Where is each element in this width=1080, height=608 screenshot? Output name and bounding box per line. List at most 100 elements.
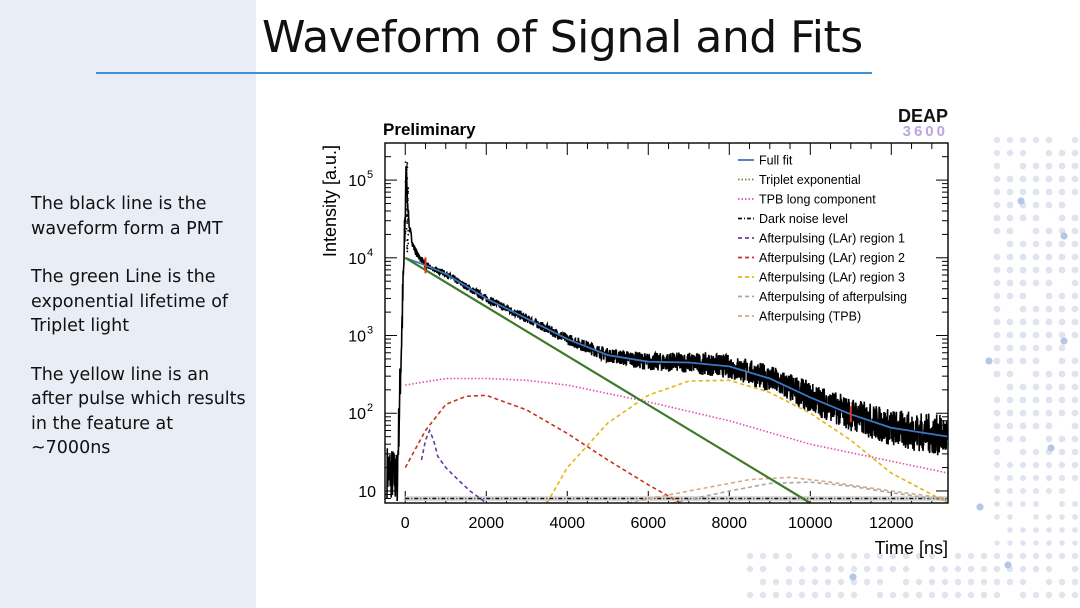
- decor-dot: [1032, 344, 1040, 352]
- decor-dot: [928, 565, 936, 573]
- y-axis-label: Intensity [a.u.]: [320, 145, 340, 257]
- decor-dot: [993, 578, 1001, 586]
- decor-dot: [902, 591, 910, 599]
- decor-dot: [941, 565, 949, 573]
- decor-dot: [1032, 253, 1040, 261]
- waveform-spike-point: [405, 175, 408, 178]
- decor-dot: [1058, 201, 1066, 209]
- decor-dot: [1045, 383, 1053, 391]
- waveform-spike-point: [406, 164, 408, 166]
- legend-label: TPB long component: [759, 193, 876, 207]
- legend-label: Afterpulsing (LAr) region 3: [759, 271, 905, 285]
- decor-dot: [1006, 409, 1014, 417]
- decor-dot: [993, 149, 1001, 157]
- decor-dot: [1020, 501, 1026, 507]
- x-tick-label: 2000: [468, 515, 504, 532]
- decor-dot: [1058, 396, 1066, 404]
- legend-label: Full fit: [759, 154, 793, 168]
- decor-dot: [1032, 422, 1040, 430]
- decor-dot: [1006, 578, 1014, 586]
- legend-label: Afterpulsing of afterpulsing: [759, 290, 907, 304]
- decor-dot: [1045, 422, 1053, 430]
- decor-dot: [759, 591, 767, 599]
- decor-dot: [967, 552, 975, 560]
- decor-dot: [746, 565, 754, 573]
- decor-dot: [1019, 552, 1027, 560]
- decor-dot: [1045, 240, 1053, 248]
- decor-dot: [1019, 578, 1027, 586]
- decor-dot: [1019, 136, 1027, 144]
- decor-dot: [1058, 435, 1066, 443]
- decor-dot: [993, 279, 1001, 287]
- decor-dot: [1058, 487, 1066, 495]
- waveform-spike-point: [407, 190, 410, 193]
- decor-dot: [1071, 435, 1079, 443]
- decor-dot: [993, 266, 1001, 274]
- decor-dot: [811, 591, 819, 599]
- decor-dot: [1045, 292, 1053, 300]
- decor-dot: [1006, 370, 1014, 378]
- decor-dot: [1032, 175, 1040, 183]
- decor-dot: [1006, 136, 1014, 144]
- decor-dot: [1071, 474, 1079, 482]
- decor-dot: [980, 591, 988, 599]
- decor-dot-accent: [1060, 232, 1068, 240]
- decor-dot: [993, 474, 1001, 482]
- decor-dot: [980, 578, 988, 586]
- decor-dot: [1045, 136, 1053, 144]
- decor-dot: [1019, 331, 1027, 339]
- decor-dot: [1071, 422, 1079, 430]
- waveform-spike-point: [406, 247, 408, 249]
- legend-label: Afterpulsing (TPB): [759, 310, 861, 324]
- decor-dot: [1032, 396, 1040, 404]
- waveform-spike-point: [406, 199, 409, 202]
- decor-dot: [1071, 136, 1079, 144]
- decor-dot: [967, 591, 975, 599]
- waveform-chart: Full fit Triplet exponential TPB long comp…: [320, 106, 949, 558]
- decor-dot: [1006, 422, 1014, 430]
- waveform-spike-point: [406, 218, 409, 221]
- decor-dot: [1045, 305, 1053, 313]
- legend-label: Afterpulsing (LAr) region 1: [759, 232, 905, 246]
- decor-dot: [1071, 162, 1079, 170]
- decor-dot: [785, 591, 793, 599]
- preliminary-label: Preliminary: [383, 120, 476, 139]
- decor-dot: [837, 591, 845, 599]
- waveform-spike-point: [406, 166, 409, 169]
- waveform-spike-point: [404, 232, 407, 235]
- decor-dot: [994, 501, 1000, 507]
- decor-dot: [1019, 175, 1027, 183]
- decor-dot: [1019, 422, 1027, 430]
- x-tick-label: 12000: [869, 515, 914, 532]
- decor-dot: [863, 565, 871, 573]
- decor-dot: [759, 565, 767, 573]
- decor-dot: [772, 578, 780, 586]
- decor-dot: [1007, 501, 1013, 507]
- decor-dot: [1071, 214, 1079, 222]
- decor-dot: [1006, 331, 1014, 339]
- decor-dot: [1032, 474, 1040, 482]
- decor-dot: [1019, 461, 1027, 469]
- decor-dot: [1032, 383, 1040, 391]
- decor-dot: [1072, 527, 1078, 533]
- decor-dot: [1058, 240, 1066, 248]
- series-triplet-exponential-fit-line: [404, 256, 811, 504]
- decor-dot: [1071, 188, 1079, 196]
- x-tick-label: 4000: [549, 515, 585, 532]
- note-black-line: The black line is the waveform form a PM…: [31, 194, 223, 239]
- waveform-spike-point: [406, 220, 409, 223]
- decor-dot-accent: [985, 357, 993, 365]
- legend-label: Afterpulsing (LAr) region 2: [759, 251, 905, 265]
- decor-dot: [1058, 461, 1066, 469]
- waveform-spike-point: [404, 179, 407, 182]
- series-afterpulsing-lar-region-2: [404, 394, 682, 504]
- decor-dot: [993, 318, 1001, 326]
- decor-dot: [798, 578, 806, 586]
- decor-dot: [1032, 227, 1040, 235]
- decor-dot: [1045, 149, 1053, 157]
- decor-dot: [837, 565, 845, 573]
- decor-dot: [1045, 409, 1053, 417]
- y-tick-label: 10: [348, 251, 366, 268]
- decor-dot: [1006, 435, 1014, 443]
- decor-dot: [1019, 344, 1027, 352]
